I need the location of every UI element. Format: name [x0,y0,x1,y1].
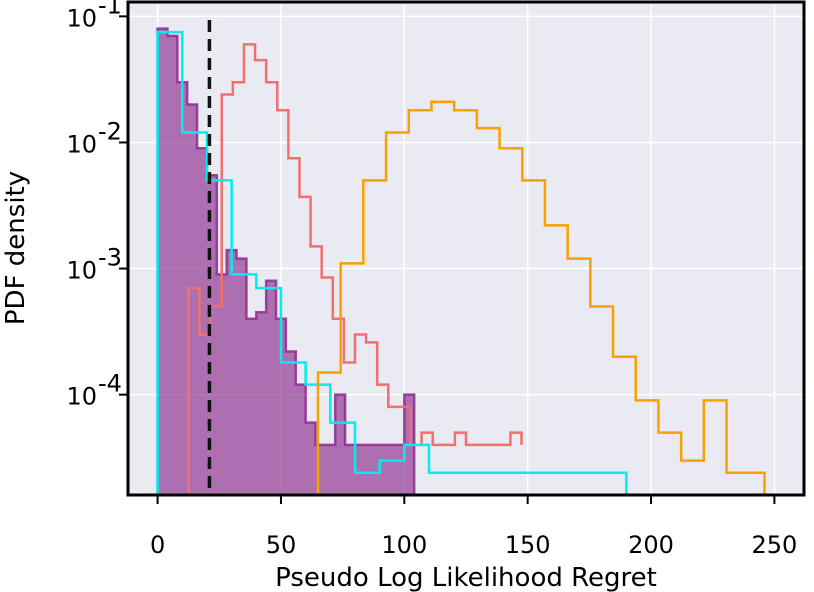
x-tick-label: 250 [751,531,797,559]
series-3 [156,30,628,495]
x-tick-label: 0 [150,531,165,559]
plot-frame [126,0,806,497]
y-axis-ticks: 10-110-210-310-4 [66,0,128,411]
y-tick-label: 10 [66,257,97,285]
series-4 [316,100,766,495]
x-tick-label: 50 [266,531,297,559]
histogram-outline [156,27,416,495]
x-tick-label: 200 [628,531,674,559]
y-axis-label: PDF density [1,171,31,325]
y-tick-exponent: -3 [98,244,122,272]
histogram-step-line [316,100,766,495]
histogram-fill [157,28,415,495]
histogram-step-line [187,43,523,495]
y-tick-label: 10 [66,383,97,411]
x-tick-label: 100 [381,531,427,559]
series-1 [156,27,416,495]
series-2 [187,43,523,495]
series-layer [156,27,766,495]
histogram-step-line [156,30,628,495]
y-tick-exponent: -1 [98,0,122,19]
x-tick-label: 150 [505,531,551,559]
y-tick-label: 10 [66,4,97,32]
x-axis-label: Pseudo Log Likelihood Regret [275,563,657,592]
y-tick-label: 10 [66,130,97,158]
y-tick-exponent: -2 [98,117,122,145]
y-tick-exponent: -4 [98,370,122,398]
x-axis-ticks: 0 50 100 150 200 250 [150,495,797,559]
